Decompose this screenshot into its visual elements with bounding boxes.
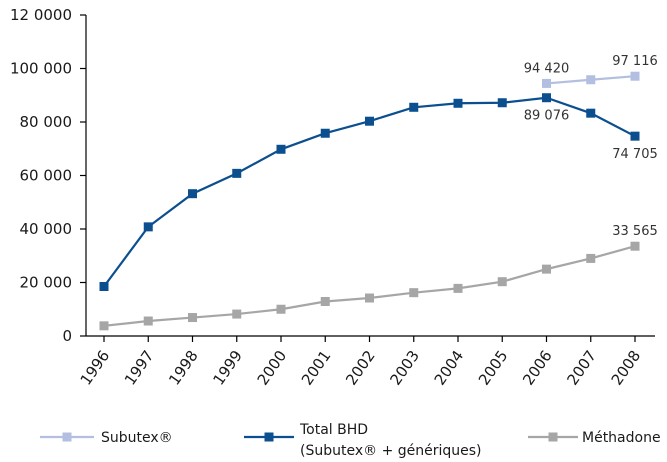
x-tick-label: 2004 (431, 347, 468, 389)
legend: Subutex® Total BHD (Subutex® + génériques)… (40, 422, 661, 459)
data-label: 74 705 (612, 147, 658, 162)
y-tick-label: 80 000 (20, 113, 73, 131)
data-label: 89 076 (524, 109, 570, 124)
x-tick-label: 2000 (254, 347, 291, 389)
data-point-methadone (453, 283, 463, 293)
data-point-methadone (630, 241, 640, 251)
data-point-methadone (586, 253, 596, 263)
x-tick-label: 2008 (608, 347, 645, 389)
data-point-methadone (365, 293, 374, 303)
data-point-methadone (99, 321, 109, 331)
data-label: 94 420 (524, 61, 570, 76)
data-point-subutex (630, 71, 640, 81)
y-tick-label: 40 000 (20, 220, 73, 238)
legend-label-bhd-line1: Total BHD (299, 422, 368, 438)
y-tick-label: 100 000 (10, 60, 72, 78)
series-layer (99, 71, 640, 331)
legend-label-subutex: Subutex® (101, 430, 173, 446)
data-point-methadone (320, 296, 330, 306)
data-point-bhd (320, 128, 330, 138)
data-point-bhd (409, 102, 419, 112)
data-point-bhd (630, 131, 640, 141)
y-tick-label: 0 (62, 327, 72, 345)
legend-label-bhd-line2: (Subutex® + génériques) (300, 443, 482, 459)
data-label: 97 116 (612, 54, 658, 69)
data-point-bhd (542, 93, 551, 103)
data-point-bhd (497, 98, 507, 108)
series-line-methadone (103, 245, 636, 327)
data-point-methadone (497, 277, 507, 287)
data-point-bhd (365, 116, 374, 126)
data-label: 33 565 (612, 224, 658, 239)
axes (85, 15, 655, 337)
data-point-methadone (143, 316, 153, 326)
x-tick-label: 2002 (342, 347, 379, 389)
y-tick-label: 12 0000 (10, 6, 72, 24)
data-point-bhd (453, 98, 463, 108)
y-tick-label: 60 000 (20, 167, 73, 185)
x-tick-label: 1997 (121, 347, 158, 389)
x-tick-label: 1996 (77, 347, 114, 389)
data-point-bhd (188, 189, 197, 199)
x-tick-label: 1998 (165, 347, 202, 389)
data-point-methadone (409, 288, 419, 298)
x-tick-label: 2001 (298, 347, 335, 389)
data-point-bhd (276, 144, 286, 154)
x-ticks: 1996 1997 1998 1999 2000 2001 2002 2003 2004 2005… (77, 336, 645, 389)
data-point-bhd (143, 222, 153, 232)
data-point-bhd (586, 108, 596, 118)
y-ticks: 0 20 000 40 000 60 000 80 000 100 000 12 0000 (10, 6, 86, 345)
x-tick-label: 2005 (475, 347, 512, 389)
legend-label-methadone: Méthadone (582, 430, 661, 446)
data-labels: 94 420 97 116 89 076 74 705 33 565 (524, 54, 658, 239)
data-point-methadone (232, 309, 242, 319)
data-point-methadone (188, 313, 197, 323)
x-tick-label: 2003 (386, 347, 423, 389)
legend-marker-subutex (62, 432, 72, 442)
x-tick-label: 2006 (519, 347, 556, 389)
data-point-bhd (99, 282, 109, 292)
data-point-subutex (542, 78, 551, 88)
data-point-methadone (276, 304, 286, 314)
y-tick-label: 20 000 (20, 274, 73, 292)
x-tick-label: 1999 (209, 347, 246, 389)
x-tick-label: 2007 (563, 347, 600, 389)
legend-marker-bhd (264, 432, 274, 442)
data-point-methadone (542, 264, 551, 274)
series-line-bhd (103, 96, 636, 288)
legend-marker-methadone (548, 432, 558, 442)
data-point-subutex (586, 75, 596, 85)
data-point-bhd (232, 168, 242, 178)
